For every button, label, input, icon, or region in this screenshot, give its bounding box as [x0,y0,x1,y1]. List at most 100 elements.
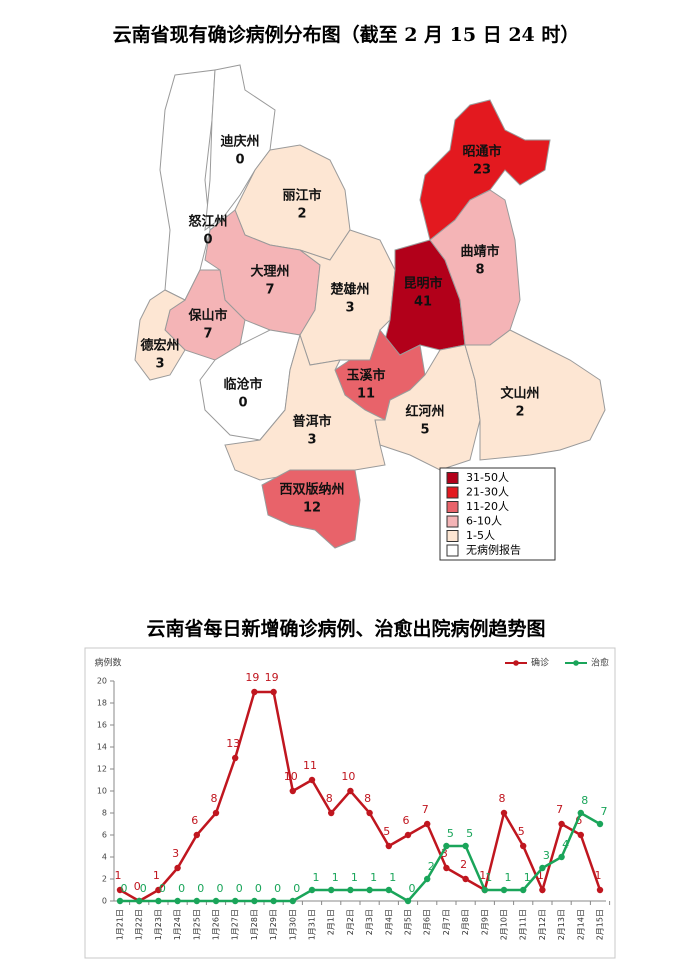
region-name: 德宏州 [140,338,179,354]
point [404,897,412,905]
point [596,820,604,828]
region-value: 23 [473,163,491,178]
y-tick-label: 0 [102,897,107,906]
legend-label: 31-50人 [466,471,509,484]
point [347,787,354,795]
point [174,864,181,872]
data-label: 8 [211,792,218,805]
point [443,842,450,850]
legend-label: 治愈 [591,657,609,669]
region-name: 玉溪市 [346,368,385,384]
region-value: 11 [357,387,375,402]
data-label: 1 [370,871,377,884]
point [116,886,124,894]
point [385,886,392,894]
point [366,886,373,894]
legend-swatch [446,501,459,513]
data-label: 0 [293,882,300,895]
region-value: 3 [345,301,354,316]
x-tick-label: 1月23日 [154,909,163,940]
data-label: 0 [274,882,281,895]
data-label: 2 [428,860,435,873]
region [261,469,361,549]
series-line [119,690,602,903]
map-title: 云南省现有确诊病例分布图（截至 2 月 15 日 24 时） [113,23,580,46]
x-tick-label: 1月25日 [192,909,201,940]
data-label: 1 [537,869,544,882]
point [500,886,508,894]
data-label: 7 [601,805,608,818]
point [308,886,316,894]
region-value: 12 [303,501,321,516]
x-tick-label: 2月9日 [480,909,489,935]
point [270,897,277,905]
point [443,864,450,872]
y-tick-label: 4 [102,853,107,862]
data-label: 6 [191,814,198,827]
point [481,886,488,894]
y-tick-label: 6 [102,831,107,840]
data-label: 1 [505,871,512,884]
x-tick-label: 1月28日 [250,909,259,940]
point [424,820,431,828]
point [212,897,220,905]
x-tick-label: 2月6日 [423,909,432,935]
y-tick-label: 20 [97,677,107,686]
region-name: 丽江市 [282,188,321,204]
data-label: 3 [441,847,448,860]
data-label: 1 [479,869,486,882]
point [174,897,181,905]
y-tick-label: 10 [97,787,107,796]
region-value: 0 [235,153,244,168]
data-label: 1 [595,869,602,882]
y-tick-label: 8 [102,809,107,818]
point [193,897,200,905]
data-label: 0 [409,882,416,895]
point [558,820,565,828]
point [558,853,565,861]
point [251,897,258,905]
point [328,809,335,817]
legend-swatch [446,515,459,528]
region-value: 7 [203,327,212,342]
region-name: 普洱市 [292,414,331,430]
region-name: 文山州 [500,386,539,402]
point [289,897,296,905]
region-name: 大理州 [250,264,289,280]
region-value: 3 [307,433,316,448]
point [366,809,373,817]
x-tick-label: 1月31日 [308,909,317,940]
legend-box [439,467,556,561]
region-name: 昭通市 [462,144,501,160]
data-label: 0 [255,882,262,895]
point [520,886,527,894]
legend-label: 无病例报告 [466,543,521,557]
data-label: 1 [313,871,320,884]
y-tick-label: 16 [97,721,107,730]
data-label: 1 [524,871,531,884]
data-label: 5 [466,827,473,840]
region-name: 保山市 [187,308,227,324]
region [204,64,276,232]
region-name: 楚雄州 [330,282,369,298]
data-label: 2 [460,858,467,871]
x-tick-label: 2月11日 [519,909,528,940]
region-value: 7 [265,283,274,298]
legend-marker [573,660,579,666]
x-tick-label: 2月14日 [576,909,585,940]
data-label: 10 [284,770,298,783]
x-tick-label: 1月27日 [231,909,240,940]
point [539,864,546,872]
data-label: 10 [341,770,355,783]
point [270,688,277,696]
region-value: 2 [515,405,524,420]
point [462,842,469,850]
data-label: 11 [303,759,317,772]
point [462,875,469,883]
data-label: 7 [556,803,563,816]
region-name: 昆明市 [403,276,442,292]
data-label: 4 [562,838,569,851]
y-tick-label: 12 [97,765,107,774]
